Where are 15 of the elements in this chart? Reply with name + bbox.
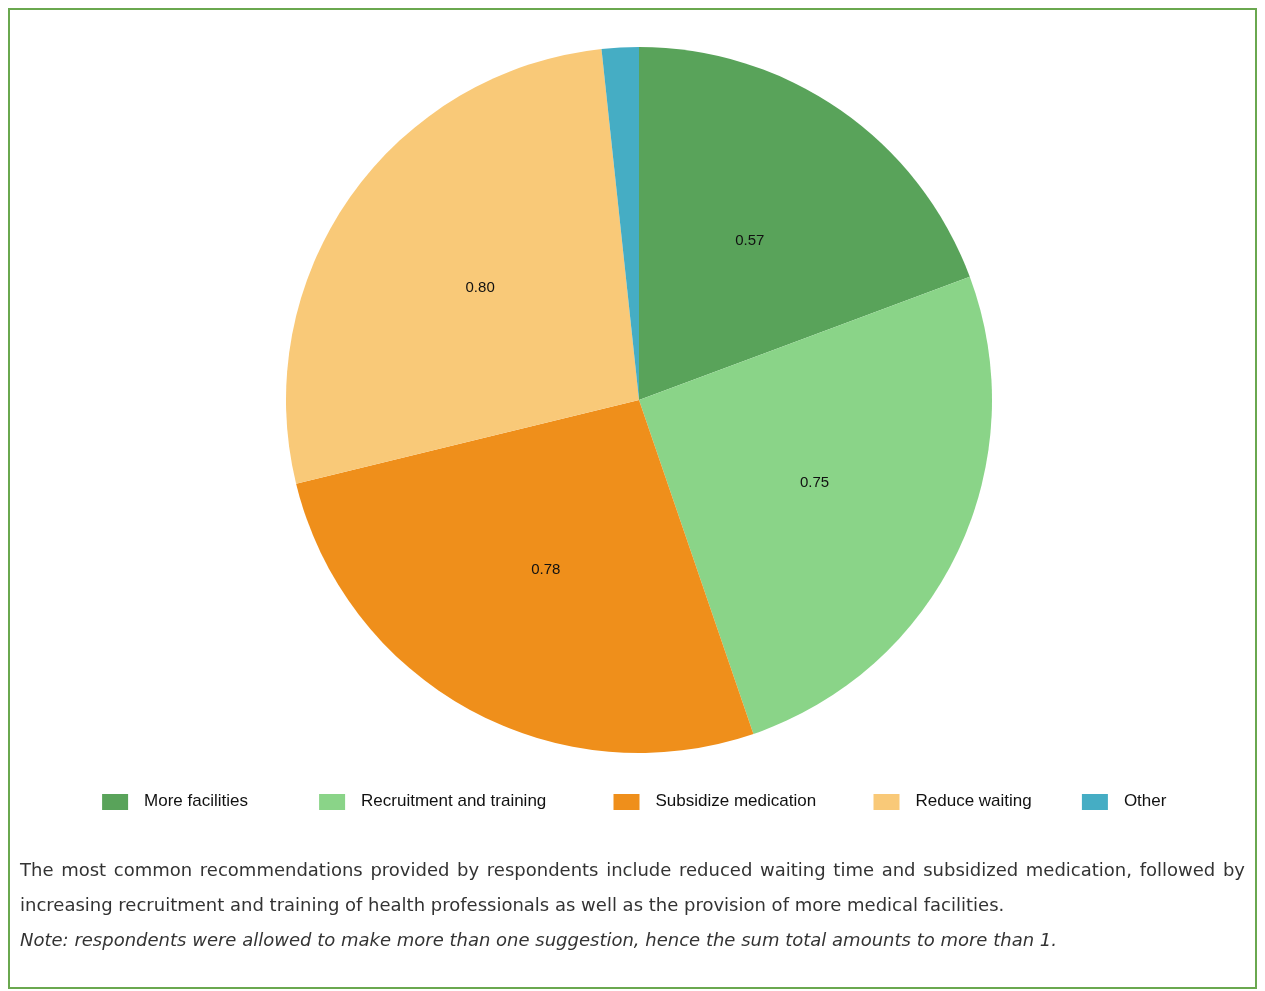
text: Note: respondents were allowed to make more than one suggestion, hence the sum total amounts to more than 1. <box>20 928 1058 952</box>
pie-slice <box>639 276 992 734</box>
pie-slice <box>639 47 970 400</box>
data-label: 0.78 <box>531 560 561 578</box>
legend-label: Other <box>1123 791 1167 811</box>
data-label: 0.75 <box>799 473 830 491</box>
text: The most common recommendations provided by respondents include reduced waiting time and subsidized medication, followed by increasing recruitment and training of health professionals as well as the provision of more medical facilities. <box>20 858 1245 917</box>
legend-label: More facilities <box>144 791 249 811</box>
data-label: 0.80 <box>465 278 495 296</box>
legend-label: Subsidize medication <box>655 791 817 811</box>
pie-slice <box>286 49 639 484</box>
legend-label: Recruitment and training <box>361 791 547 811</box>
legend-label: Reduce waiting <box>915 791 1032 811</box>
data-label: 0.57 <box>735 230 765 248</box>
pie-slice <box>296 400 754 753</box>
